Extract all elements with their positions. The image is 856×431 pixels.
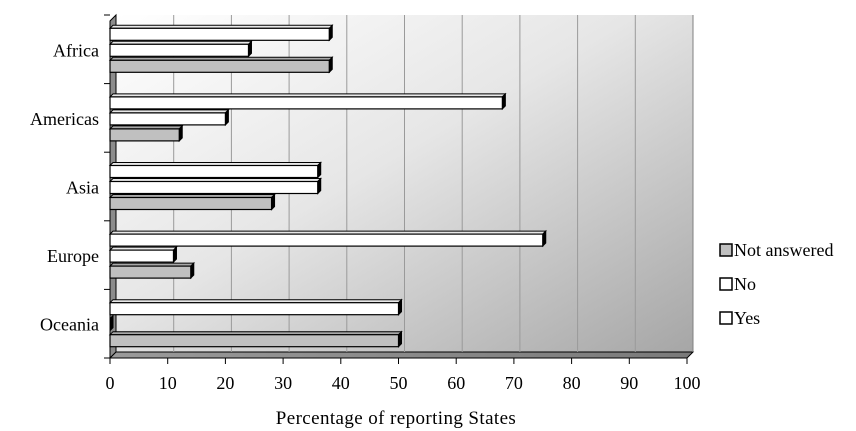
bar-americas-not-answered-front <box>109 128 180 142</box>
bar-africa-no <box>108 40 253 58</box>
bar-asia-yes <box>108 161 322 179</box>
bar-americas-yes <box>108 92 507 111</box>
legend-swatch-yes <box>719 311 733 325</box>
bar-asia-not-answered-front <box>109 196 273 211</box>
bar-oceania-not-answered <box>108 330 403 348</box>
bar-europe-no-front <box>109 249 175 263</box>
bar-americas-no <box>108 108 230 127</box>
legend-item-not-answered: Not answered <box>719 240 833 260</box>
x-tick-label: 40 <box>332 373 350 393</box>
axes-group: Africa Americas Asia Europe Oceania 0 10 20 30 40… <box>30 14 701 393</box>
legend-label-no: No <box>734 274 756 294</box>
bar-asia-no-front <box>109 180 319 195</box>
x-tick-label: 100 <box>674 373 701 393</box>
x-tick-label: 80 <box>563 373 581 393</box>
x-tick-label: 90 <box>620 373 638 393</box>
category-label-americas: Americas <box>30 109 99 129</box>
bar-africa-yes <box>108 24 334 42</box>
bar-asia-not-answered <box>108 193 276 211</box>
bar-europe-yes-front <box>109 233 544 247</box>
bar-oceania-yes <box>108 298 403 316</box>
x-tick-label: 70 <box>505 373 523 393</box>
legend-item-no: No <box>719 274 756 294</box>
legend-swatch-no <box>719 277 733 291</box>
bar-europe-no <box>108 245 178 264</box>
bar-europe-not-answered-front <box>109 265 192 279</box>
legend-label-not-answered: Not answered <box>734 240 833 260</box>
bar-oceania-not-answered-front <box>109 334 400 348</box>
bar-asia-no <box>108 177 322 195</box>
x-tick-label: 0 <box>106 373 115 393</box>
bar-africa-no-front <box>109 43 250 57</box>
bar-europe-yes <box>108 229 547 248</box>
category-label-europe: Europe <box>47 246 99 266</box>
legend-swatch-not-answered <box>719 243 733 257</box>
x-tick-label: 50 <box>390 373 408 393</box>
x-tick-label: 20 <box>216 373 234 393</box>
bar-americas-not-answered <box>108 124 184 143</box>
legend-item-yes: Yes <box>719 308 760 328</box>
category-label-asia: Asia <box>66 178 99 198</box>
category-label-africa: Africa <box>53 40 99 60</box>
x-axis-title: Percentage of reporting States <box>276 408 516 429</box>
legend-label-yes: Yes <box>734 308 760 328</box>
bars-group <box>108 24 547 348</box>
bar-europe-not-answered <box>108 261 195 280</box>
bar-africa-yes-front <box>109 27 330 41</box>
x-tick-label: 10 <box>159 373 177 393</box>
bar-americas-no-front <box>109 112 227 126</box>
bar-americas-yes-front <box>109 96 503 110</box>
floor <box>108 351 695 359</box>
category-label-oceania: Oceania <box>40 315 99 335</box>
legend: Not answered No Yes <box>719 240 833 328</box>
bar-asia-yes-front <box>109 164 319 179</box>
bar-africa-not-answered <box>108 56 334 74</box>
x-tick-label: 30 <box>274 373 292 393</box>
x-tick-label: 60 <box>447 373 465 393</box>
bar-africa-not-answered-front <box>109 59 330 73</box>
bar-oceania-yes-front <box>109 302 400 316</box>
